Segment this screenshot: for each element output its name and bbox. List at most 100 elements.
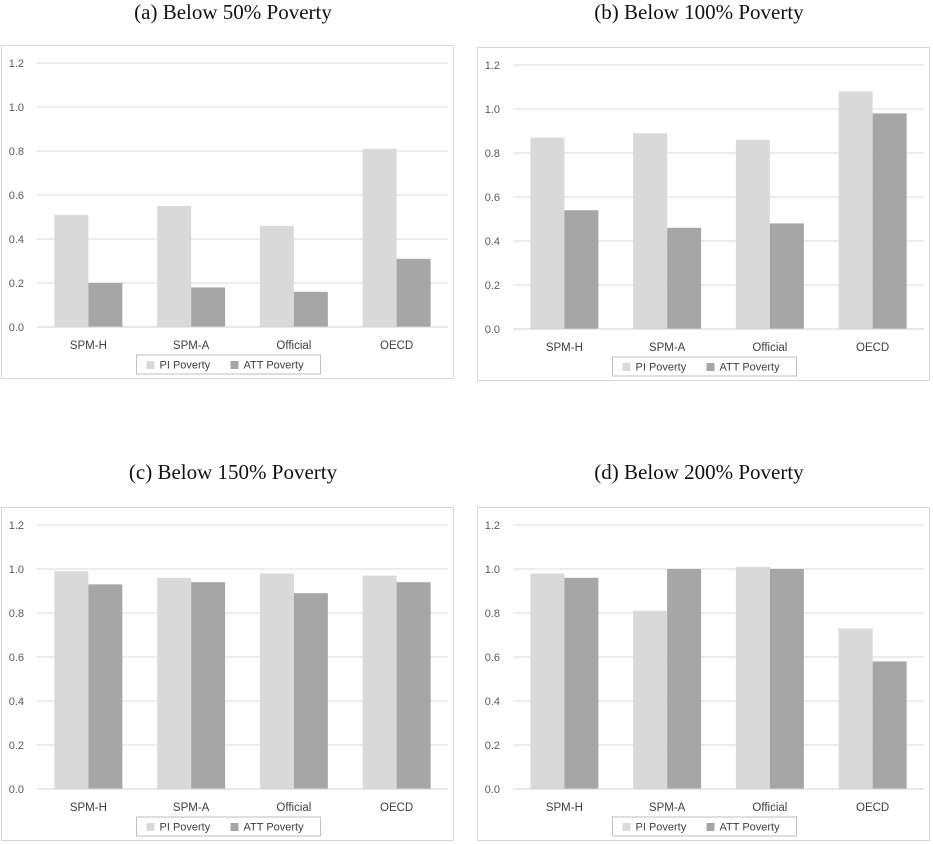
y-tick-label: 0.8 [9,146,24,158]
y-tick-label: 1.0 [485,104,500,116]
bar-pi-poverty-spm-h [54,571,89,789]
legend-box [612,816,797,837]
legend-label: PI Poverty [160,822,211,834]
legend-label: PI Poverty [160,360,211,372]
bar-pi-poverty-spm-a [633,133,668,329]
x-category-label: OECD [380,340,413,352]
bar-pi-poverty-official [735,139,770,329]
y-tick-label: 0.0 [485,784,500,796]
legend-label: ATT Poverty [720,362,781,374]
bar-pi-poverty-spm-h [54,214,89,327]
legend: PI Poverty ATT Poverty [136,354,321,375]
y-tick-label: 0.0 [485,324,500,336]
x-category-label: OECD [856,802,889,814]
bar-att-poverty-spm-h [564,210,599,329]
x-category-label: Official [276,802,311,814]
bar-att-poverty-oecd [872,661,907,789]
chart-svg: 0.0 0.2 0.4 0.6 0.8 1.0 1.2 SPM-H SPM-A Official O… [9,58,448,375]
bar-att-poverty-oecd [872,113,907,330]
x-category-label: SPM-A [173,340,210,352]
x-category-label: SPM-H [70,802,107,814]
y-tick-label: 0.0 [9,784,24,796]
bar-pi-poverty-spm-a [633,610,668,789]
bar-att-poverty-spm-h [88,584,123,789]
y-tick-label: 0.6 [485,652,500,664]
y-tick-label: 1.0 [9,102,24,114]
bar-att-poverty-spm-a [667,227,702,329]
legend-swatch [230,361,239,369]
chart-svg: 0.0 0.2 0.4 0.6 0.8 1.0 1.2 SPM-H SPM-A Official O… [485,60,924,377]
y-tick-label: 0.4 [9,696,24,708]
y-tick-label: 1.2 [9,58,24,70]
legend-box [136,354,321,375]
chart-panel-a: 0.0 0.2 0.4 0.6 0.8 1.0 1.2 SPM-H SPM-A Official O… [1,45,454,379]
bar-att-poverty-official [769,223,804,329]
y-tick-label: 1.0 [9,564,24,576]
x-category-label: Official [752,802,787,814]
x-category-label: Official [752,342,787,354]
chart-panel-b: 0.0 0.2 0.4 0.6 0.8 1.0 1.2 SPM-H SPM-A Official O… [477,47,930,381]
legend-label: ATT Poverty [720,822,781,834]
y-tick-label: 0.8 [485,608,500,620]
y-tick-label: 0.0 [9,322,24,334]
legend-swatch [230,823,239,831]
x-category-label: SPM-A [173,802,210,814]
bar-att-poverty-spm-a [667,569,702,789]
bar-pi-poverty-official [259,573,294,789]
bar-pi-poverty-official [735,566,770,789]
legend-swatch [706,363,715,371]
y-tick-label: 0.6 [9,190,24,202]
bar-att-poverty-official [769,569,804,789]
y-tick-label: 0.2 [485,280,500,292]
x-category-label: SPM-H [546,342,583,354]
chart-svg: 0.0 0.2 0.4 0.6 0.8 1.0 1.2 SPM-H SPM-A Official O… [9,520,448,837]
legend-label: ATT Poverty [244,822,305,834]
legend-swatch [146,823,155,831]
x-category-label: Official [276,340,311,352]
legend: PI Poverty ATT Poverty [136,816,321,837]
legend-box [612,356,797,377]
chart-svg: 0.0 0.2 0.4 0.6 0.8 1.0 1.2 SPM-H SPM-A Official O… [485,520,924,837]
y-tick-label: 1.2 [485,60,500,72]
bar-att-poverty-spm-a [191,287,226,327]
y-tick-label: 0.2 [9,740,24,752]
bar-att-poverty-spm-h [88,283,123,327]
y-tick-label: 0.4 [9,234,24,246]
bar-att-poverty-official [293,593,328,789]
bar-att-poverty-spm-h [564,577,599,789]
panel-a-title: (a) Below 50% Poverty [134,0,332,24]
chart-panel-c: 0.0 0.2 0.4 0.6 0.8 1.0 1.2 SPM-H SPM-A Official O… [1,507,454,841]
x-category-label: SPM-H [546,802,583,814]
bar-pi-poverty-oecd [838,628,873,789]
y-tick-label: 0.4 [485,236,500,248]
y-tick-label: 0.8 [485,148,500,160]
panel-c-title: (c) Below 150% Poverty [128,460,338,484]
x-category-label: SPM-A [649,802,686,814]
bar-pi-poverty-oecd [362,148,397,327]
bar-att-poverty-official [293,291,328,327]
chart-panel-d: 0.0 0.2 0.4 0.6 0.8 1.0 1.2 SPM-H SPM-A Official O… [477,507,930,841]
bar-pi-poverty-oecd [838,91,873,330]
legend: PI Poverty ATT Poverty [612,816,797,837]
x-category-label: OECD [380,802,413,814]
y-tick-label: 0.6 [9,652,24,664]
legend-swatch [146,361,155,369]
legend-swatch [622,823,631,831]
x-category-label: OECD [856,342,889,354]
y-tick-label: 0.2 [485,740,500,752]
panel-d-title: (d) Below 200% Poverty [594,460,804,484]
y-tick-label: 0.8 [9,608,24,620]
bar-att-poverty-oecd [396,258,431,327]
legend-label: ATT Poverty [244,360,305,372]
y-tick-label: 0.6 [485,192,500,204]
bar-pi-poverty-official [259,225,294,327]
y-tick-label: 1.0 [485,564,500,576]
bar-pi-poverty-spm-h [530,573,565,789]
panel-b-title: (b) Below 100% Poverty [594,0,804,24]
legend-label: PI Poverty [636,822,687,834]
bar-pi-poverty-spm-h [530,137,565,329]
bar-pi-poverty-spm-a [157,577,192,789]
y-tick-label: 0.4 [485,696,500,708]
x-category-label: SPM-H [70,340,107,352]
legend-box [136,816,321,837]
